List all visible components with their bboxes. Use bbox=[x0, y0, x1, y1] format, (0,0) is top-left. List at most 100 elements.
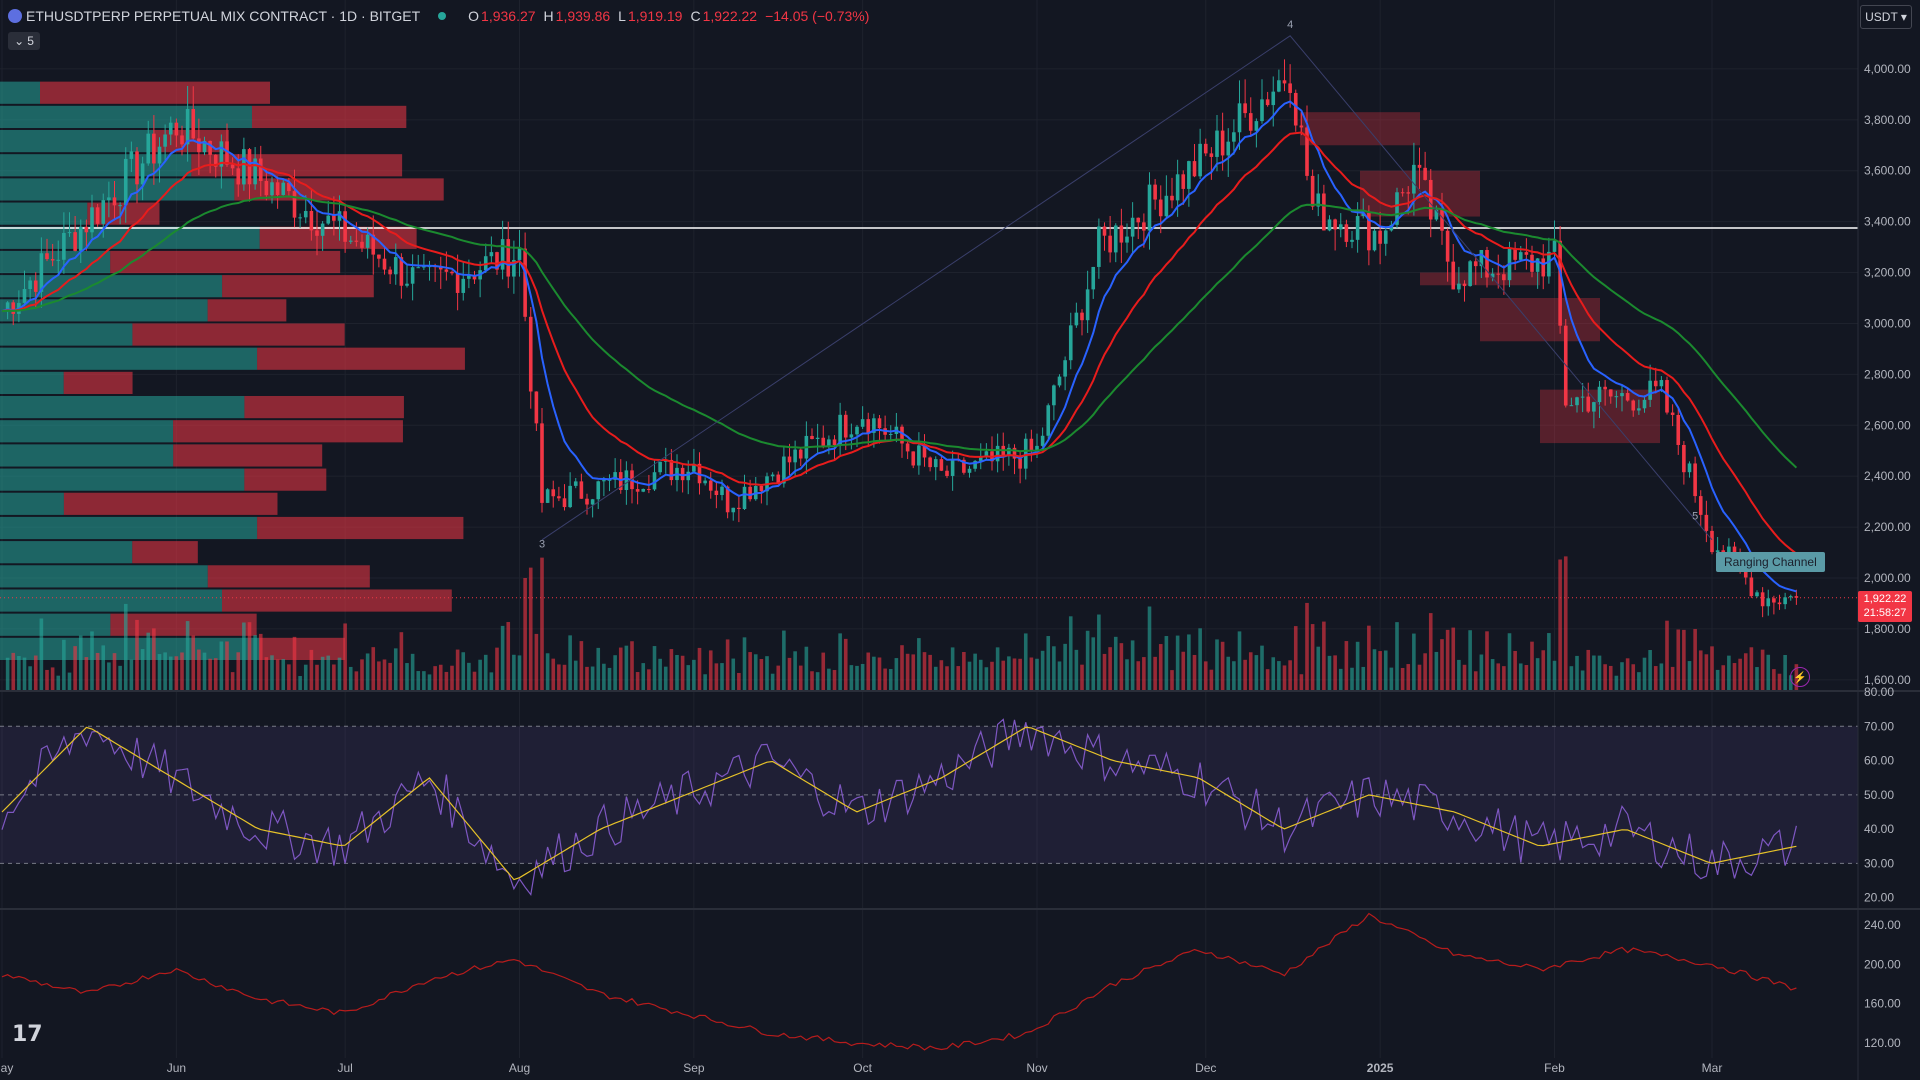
candle-body bbox=[860, 419, 865, 427]
candle-body bbox=[219, 141, 224, 167]
candle-body bbox=[731, 507, 736, 513]
volume-bar bbox=[393, 648, 398, 690]
candle-body bbox=[1372, 230, 1377, 251]
candle-body bbox=[973, 460, 977, 469]
rsi-line bbox=[1, 718, 1797, 897]
lightning-icon[interactable]: ⚡ bbox=[1790, 667, 1810, 687]
volume-bar bbox=[1085, 630, 1090, 690]
candle-body bbox=[33, 280, 38, 292]
candle-body bbox=[1586, 396, 1591, 412]
volume-profile-up-bar bbox=[0, 444, 174, 467]
volume-bar bbox=[230, 672, 235, 690]
volume-bar bbox=[703, 674, 707, 690]
candle-body bbox=[1344, 224, 1349, 242]
tradingview-logo-icon[interactable]: 17 bbox=[12, 1022, 43, 1047]
volume-bar bbox=[1772, 669, 1776, 690]
volume-bar bbox=[585, 666, 589, 690]
candle-body bbox=[1158, 199, 1163, 217]
candle-body bbox=[1310, 175, 1315, 207]
currency-button[interactable]: USDT ▾ bbox=[1860, 5, 1912, 29]
volume-bar bbox=[225, 641, 229, 690]
candle-body bbox=[1248, 113, 1253, 131]
volume-bar bbox=[1687, 661, 1692, 690]
candle-body bbox=[652, 472, 657, 490]
candle-body bbox=[1614, 396, 1619, 398]
wave-label-1: 4 bbox=[1287, 19, 1293, 31]
volume-bar bbox=[692, 659, 696, 690]
candle-body bbox=[1637, 408, 1641, 411]
volume-bar bbox=[1502, 666, 1506, 690]
candle-body bbox=[821, 437, 826, 447]
candle-body bbox=[1608, 389, 1613, 397]
volume-bar bbox=[978, 659, 983, 690]
candle-body bbox=[50, 259, 55, 261]
currency-label: USDT bbox=[1865, 10, 1898, 24]
indicators-collapse-button[interactable]: ⌄ 5 bbox=[8, 32, 40, 50]
candle-body bbox=[56, 259, 61, 261]
volume-bar bbox=[630, 641, 634, 690]
candle-body bbox=[1271, 91, 1276, 106]
volume-bar bbox=[557, 664, 561, 690]
candle-body bbox=[849, 434, 854, 438]
candle-body bbox=[1445, 230, 1450, 262]
candle-body bbox=[1395, 192, 1399, 225]
volume-bar bbox=[332, 664, 336, 690]
volume-bar bbox=[568, 635, 572, 690]
volume-bar bbox=[1018, 658, 1022, 690]
volume-bar bbox=[950, 647, 955, 690]
candle-body bbox=[1282, 80, 1287, 84]
volume-bar bbox=[1164, 636, 1169, 690]
candle-body bbox=[1698, 496, 1703, 515]
volume-bar bbox=[1738, 658, 1742, 690]
volume-bar bbox=[1659, 663, 1664, 690]
candle-body bbox=[1631, 400, 1636, 411]
candle-body bbox=[922, 445, 927, 458]
volume-bar bbox=[95, 652, 100, 690]
volume-bar bbox=[489, 672, 494, 690]
candle-body bbox=[1102, 226, 1107, 236]
candle-body bbox=[438, 266, 443, 270]
volume-bar bbox=[129, 659, 134, 690]
ranging-channel-label[interactable]: Ranging Channel bbox=[1716, 552, 1825, 572]
volume-bar bbox=[793, 651, 797, 690]
price-tick-label: 2,600.00 bbox=[1864, 418, 1911, 432]
volume-bar bbox=[641, 663, 646, 690]
candle-body bbox=[101, 200, 106, 224]
candle-body bbox=[872, 418, 876, 433]
candle-body bbox=[1080, 312, 1084, 321]
volume-profile-up-bar bbox=[0, 130, 154, 153]
candle-body bbox=[1063, 360, 1067, 377]
volume-bar bbox=[1625, 658, 1630, 690]
candle-body bbox=[1254, 121, 1259, 131]
volume-bar bbox=[247, 622, 252, 690]
candle-body bbox=[1794, 596, 1799, 598]
volume-bar bbox=[455, 649, 460, 690]
volume-bar bbox=[1428, 613, 1433, 690]
volume-bar bbox=[101, 645, 106, 690]
candle-body bbox=[287, 182, 291, 192]
candle-body bbox=[1175, 174, 1180, 201]
candle-body bbox=[213, 154, 218, 167]
close-value: 1,922.22 bbox=[702, 8, 758, 24]
volume-bar bbox=[872, 656, 876, 690]
volume-bar bbox=[309, 649, 314, 690]
volume-bar bbox=[399, 632, 404, 690]
candle-body bbox=[67, 232, 72, 234]
supply-zone-2 bbox=[1420, 272, 1540, 286]
volume-bar bbox=[602, 663, 606, 690]
symbol-title[interactable]: ETHUSDTPERP PERPETUAL MIX CONTRACT · 1D … bbox=[26, 8, 421, 24]
wave-label-0: 3 bbox=[539, 538, 545, 550]
volume-bar bbox=[1063, 643, 1067, 690]
volume-bar bbox=[62, 639, 66, 690]
candle-body bbox=[725, 486, 730, 513]
time-tick-label: 2025 bbox=[1367, 1061, 1394, 1075]
volume-bar bbox=[1305, 602, 1309, 690]
candle-body bbox=[962, 459, 966, 473]
candle-body bbox=[866, 419, 871, 433]
candle-body bbox=[377, 254, 381, 259]
volume-bar bbox=[810, 671, 814, 690]
candle-body bbox=[208, 140, 212, 155]
volume-bar bbox=[624, 645, 629, 690]
volume-bar bbox=[1142, 657, 1146, 690]
